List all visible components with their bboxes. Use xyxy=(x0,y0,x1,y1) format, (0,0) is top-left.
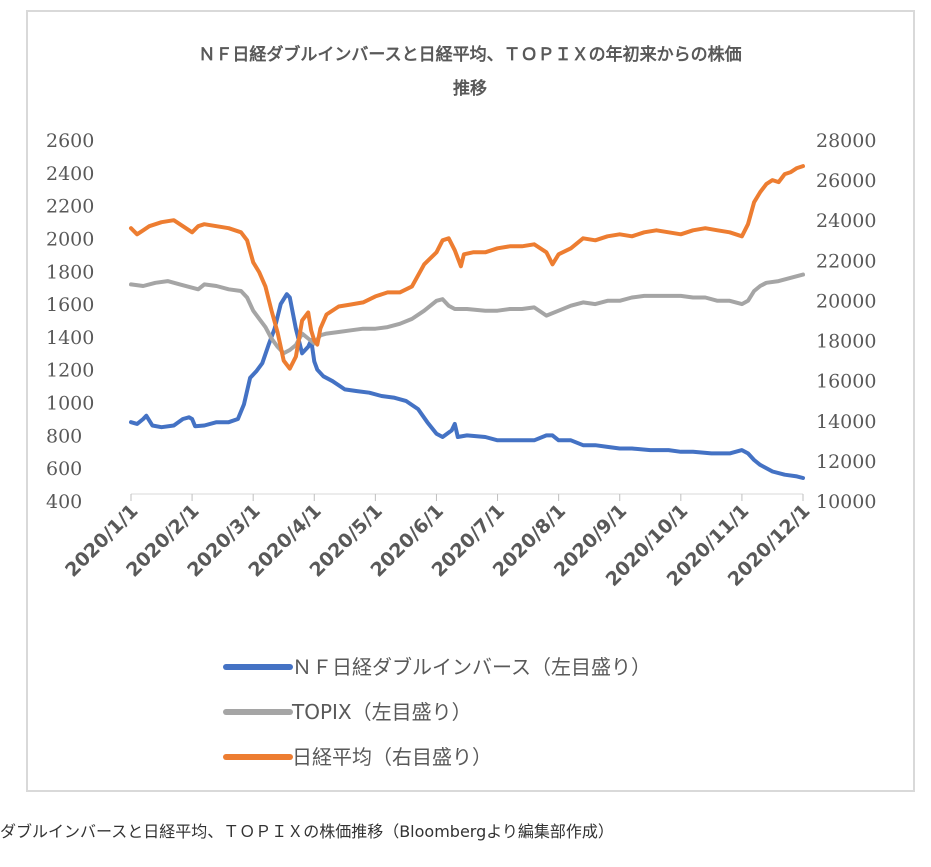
y-right-tick-label: 18000 xyxy=(816,331,876,353)
y-left-tick-label: 1400 xyxy=(46,327,94,349)
y-left-tick-label: 2400 xyxy=(46,163,94,185)
legend-label: TOPIX（左目盛り） xyxy=(291,700,472,724)
y-left-tick-label: 1800 xyxy=(46,261,94,283)
y-left-tick-label: 2200 xyxy=(46,196,94,218)
y-right-tick-label: 16000 xyxy=(816,371,876,393)
y-left-tick-label: 1600 xyxy=(46,294,94,316)
y-right-tick-label: 14000 xyxy=(816,411,876,433)
y-left-tick-label: 800 xyxy=(46,425,82,447)
y-right-tick-label: 24000 xyxy=(816,210,876,232)
y-right-tick-label: 28000 xyxy=(816,130,876,152)
legend-label: ＮＦ日経ダブルインバース（左目盛り） xyxy=(292,655,651,679)
y-right-tick-label: 22000 xyxy=(816,250,876,272)
y-right-tick-label: 20000 xyxy=(816,290,876,312)
y-left-tick-label: 1000 xyxy=(46,393,94,415)
y-left-tick-label: 2600 xyxy=(46,130,94,152)
series-line-2 xyxy=(129,272,805,356)
y-left-tick-label: 1200 xyxy=(46,360,94,382)
chart-frame: ＮＦ日経ダブルインバースと日経平均、ＴＯＰＩＸの年初来からの株価 推移 2600 24… xyxy=(26,10,915,792)
chart-title-line: ＮＦ日経ダブルインバースと日経平均、ＴＯＰＩＸの年初来からの株価 xyxy=(198,44,741,65)
y-right-tick-label: 26000 xyxy=(816,170,876,192)
y-right-tick-label: 10000 xyxy=(816,491,876,513)
series-line-1 xyxy=(129,292,805,480)
y-left-tick-label: 2000 xyxy=(46,228,94,250)
series-line-3 xyxy=(129,164,805,371)
y-left-tick-label: 400 xyxy=(46,491,82,513)
y-right-tick-label: 12000 xyxy=(816,451,876,473)
chart-title-line: 推移 xyxy=(453,78,487,99)
figure-caption: ダブルインバースと日経平均、ＴＯＰＩＸの株価推移（Bloombergより編集部作… xyxy=(0,822,614,841)
y-left-tick-label: 600 xyxy=(46,458,82,480)
legend-label: 日経平均（右目盛り） xyxy=(292,745,492,769)
